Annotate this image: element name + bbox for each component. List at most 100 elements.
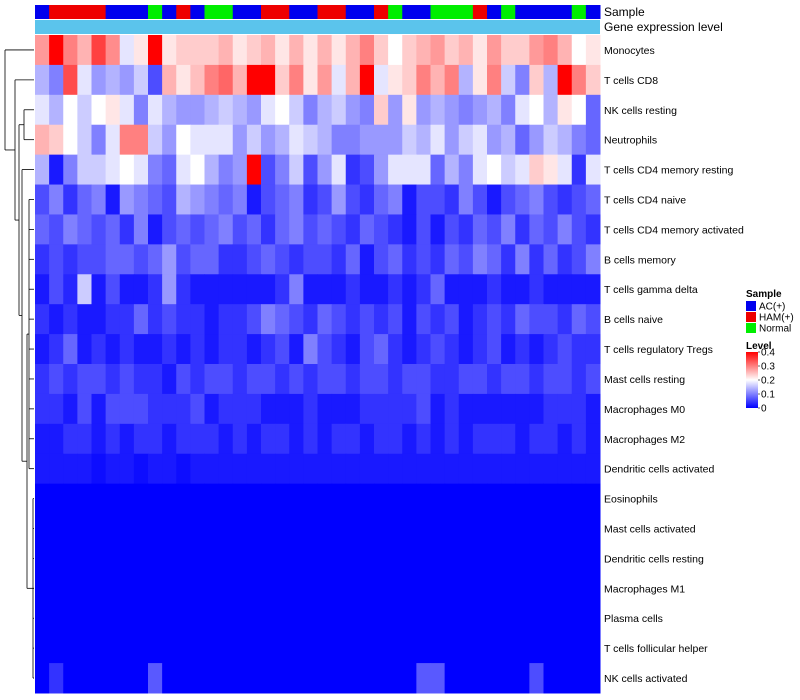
- heatmap-cell: [458, 573, 474, 604]
- heatmap-cell: [63, 423, 78, 455]
- heatmap-cell: [49, 94, 64, 126]
- heatmap-cell: [246, 423, 262, 455]
- heatmap-cell: [430, 453, 446, 485]
- heatmap-cell: [345, 453, 361, 485]
- heatmap-cell: [204, 214, 220, 245]
- heatmap-cell: [148, 304, 163, 335]
- heatmap-cell: [91, 184, 107, 215]
- heatmap-cell: [49, 334, 64, 365]
- heatmap-cell: [105, 663, 121, 694]
- heatmap-cell: [204, 94, 220, 126]
- heatmap-cell: [487, 543, 502, 574]
- heatmap-cell: [275, 154, 290, 186]
- heatmap-cell: [204, 334, 220, 365]
- heatmap-cell: [472, 423, 488, 455]
- heatmap-cell: [317, 124, 333, 156]
- heatmap-cell: [571, 184, 587, 215]
- heatmap-cell: [585, 453, 601, 485]
- heatmap-cell: [458, 154, 474, 186]
- heatmap-cell: [49, 573, 64, 604]
- heatmap-cell: [49, 124, 64, 156]
- heatmap-cell: [261, 154, 276, 186]
- heatmap-cell: [119, 274, 135, 305]
- heatmap-cell: [63, 124, 78, 156]
- heatmap-cell: [444, 304, 460, 335]
- heatmap-cell: [148, 663, 163, 694]
- heatmap-cell: [345, 244, 361, 275]
- heatmap-cell: [430, 513, 446, 544]
- heatmap-cell: [119, 603, 135, 634]
- heatmap-cell: [91, 603, 107, 634]
- heatmap-cell: [176, 543, 191, 574]
- heatmap-cell: [458, 603, 474, 634]
- heatmap-cell: [557, 663, 573, 694]
- heatmap-cell: [176, 364, 191, 395]
- heatmap-cell: [91, 304, 107, 335]
- heatmap-cell: [487, 334, 502, 365]
- heatmap-cell: [204, 393, 220, 425]
- heatmap-cell: [444, 364, 460, 395]
- heatmap-cell: [63, 543, 78, 574]
- heatmap-cell: [303, 364, 318, 395]
- heatmap-cell: [388, 334, 403, 365]
- heatmap-cell: [458, 393, 474, 425]
- heatmap-cell: [218, 124, 234, 156]
- heatmap-cell: [374, 393, 389, 425]
- heatmap-cell: [402, 64, 417, 96]
- heatmap-cell: [317, 304, 333, 335]
- heatmap-cell: [402, 364, 417, 395]
- heatmap-cell: [63, 663, 78, 694]
- sample-cell-32: [487, 5, 502, 19]
- heatmap-cell: [232, 244, 248, 275]
- heatmap-cell: [289, 334, 304, 365]
- heatmap-cell: [133, 334, 149, 365]
- heatmap-cell: [317, 274, 333, 305]
- heatmap-cell: [515, 573, 530, 604]
- heatmap-cell: [557, 393, 573, 425]
- heatmap-cell: [515, 453, 530, 485]
- heatmap-cell: [543, 244, 559, 275]
- heatmap-cell: [501, 423, 516, 455]
- heatmap-cell: [133, 603, 149, 634]
- heatmap-cell: [472, 393, 488, 425]
- heatmap-cell: [218, 184, 234, 215]
- heatmap-cell: [105, 633, 121, 664]
- heatmap-cell: [119, 423, 135, 455]
- heatmap-cell: [49, 453, 64, 485]
- heatmap-cell: [388, 393, 403, 425]
- heatmap-cell: [374, 513, 389, 544]
- legend-swatch-normal: [746, 323, 756, 333]
- heatmap-cell: [246, 513, 262, 544]
- heatmap-cell: [557, 364, 573, 395]
- heatmap-cell: [63, 513, 78, 544]
- heatmap-cell: [529, 453, 544, 485]
- heatmap-cell: [501, 364, 516, 395]
- legend-tick-label: 0.2: [761, 376, 775, 387]
- heatmap-cell: [148, 483, 163, 515]
- heatmap-cell: [91, 214, 107, 245]
- heatmap-cell: [289, 244, 304, 275]
- heatmap-cell: [331, 184, 347, 215]
- heatmap-cell: [119, 244, 135, 275]
- heatmap-cell: [501, 663, 516, 694]
- heatmap-cell: [557, 633, 573, 664]
- heatmap-cell: [232, 483, 248, 515]
- heatmap-cell: [49, 423, 64, 455]
- heatmap-cell: [571, 633, 587, 664]
- heatmap-cell: [77, 423, 92, 455]
- row-label-monocytes: Monocytes: [604, 45, 655, 57]
- heatmap-cell: [63, 274, 78, 305]
- heatmap-cell: [218, 154, 234, 186]
- heatmap-cell: [63, 64, 78, 96]
- heatmap-cell: [529, 334, 544, 365]
- heatmap-cell: [472, 543, 488, 574]
- heatmap-cell: [246, 214, 262, 245]
- heatmap-cell: [359, 244, 375, 275]
- heatmap-cell: [35, 483, 50, 515]
- sample-cell-26: [402, 5, 417, 19]
- heatmap-cell: [133, 364, 149, 395]
- heatmap-cell: [388, 244, 403, 275]
- heatmap-cell: [77, 603, 92, 634]
- heatmap-cell: [317, 423, 333, 455]
